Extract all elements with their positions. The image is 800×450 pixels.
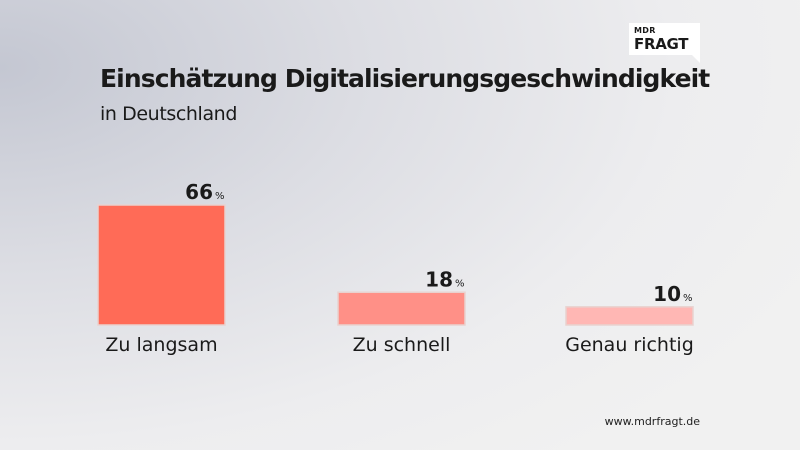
- data-label: 66: [185, 180, 213, 204]
- chart-title: Einschätzung Digitalisierungsgeschwindig…: [100, 64, 710, 93]
- category-label: Zu langsam: [105, 334, 217, 356]
- data-label: 18: [425, 267, 453, 291]
- bar-zu-schnell: [337, 291, 466, 326]
- data-label: 10: [653, 282, 681, 306]
- data-label-unit: %: [215, 191, 225, 202]
- mdr-fragt-logo: MDR FRAGT: [629, 23, 700, 63]
- data-label-unit: %: [683, 293, 693, 304]
- bar-zu-langsam: [97, 204, 226, 326]
- logo-mdr-text: MDR: [634, 26, 656, 35]
- chart-subtitle: in Deutschland: [100, 103, 237, 125]
- footer-url: www.mdrfragt.de: [604, 415, 700, 428]
- category-label: Zu schnell: [353, 334, 451, 356]
- category-label: Genau richtig: [565, 334, 694, 356]
- bar-genau-richtig: [565, 306, 694, 326]
- logo-fragt-text: FRAGT: [634, 35, 689, 53]
- data-label-unit: %: [455, 278, 465, 289]
